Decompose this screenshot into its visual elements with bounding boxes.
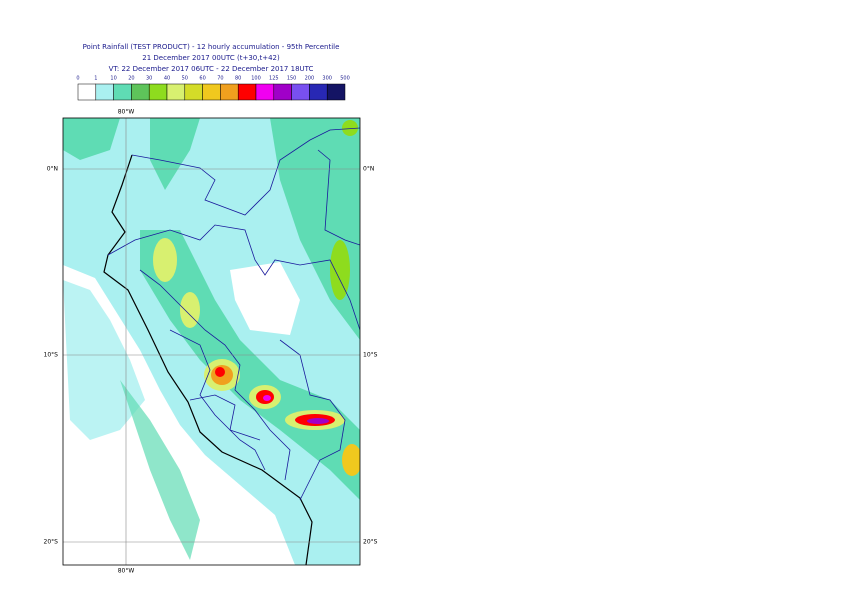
legend-label: 100 [251,76,261,82]
lon-label: 80°W [118,568,135,575]
title: Point Rainfall (TEST PRODUCT) - 12 hourl… [83,43,340,51]
legend-label: 30 [146,76,152,82]
map [63,118,360,565]
legend-swatch [237,83,257,101]
legend-label: 1 [94,76,97,82]
run-time: 21 December 2017 00UTC (t+30,t+42) [142,54,280,62]
legend-label: 70 [217,76,223,82]
legend-label: 40 [164,76,170,82]
legend-swatch [273,83,292,101]
legend-swatch [131,83,150,101]
legend-swatch [255,83,275,101]
map-frame [62,117,361,566]
legend-swatch [166,83,186,101]
legend-swatch [309,83,328,101]
legend-swatch [113,83,132,101]
valid-time: VT: 22 December 2017 06UTC - 22 December… [109,65,314,73]
legend-swatch [184,83,203,101]
legend-swatch [326,83,346,101]
legend-label: 20 [128,76,134,82]
legend-label: 300 [322,76,332,82]
legend-label: 60 [199,76,205,82]
legend-label: 0 [76,76,79,82]
lat-label: 10°S [44,352,59,359]
lon-label: 80°W [118,109,135,116]
legend-swatch [95,83,114,101]
legend-label: 80 [235,76,241,82]
lat-label: 0°N [47,166,58,173]
legend-swatch [220,83,239,101]
legend-label: 125 [269,76,279,82]
lat-label: 10°S [363,352,378,359]
legend: 0 1 10 20 30 40 50 60 70 80 100 125 150 200 300 500 [76,76,350,101]
legend-swatch [291,83,310,101]
lat-label: 20°S [363,539,378,546]
legend-swatch [202,83,221,101]
lat-label: 0°N [363,166,374,173]
legend-label: 10 [110,76,116,82]
legend-label: 200 [305,76,315,82]
lat-label: 20°S [44,539,59,546]
legend-swatch [77,83,97,101]
legend-swatch [148,83,168,101]
legend-label: 150 [287,76,297,82]
legend-label: 50 [182,76,188,82]
legend-label: 500 [340,76,350,82]
